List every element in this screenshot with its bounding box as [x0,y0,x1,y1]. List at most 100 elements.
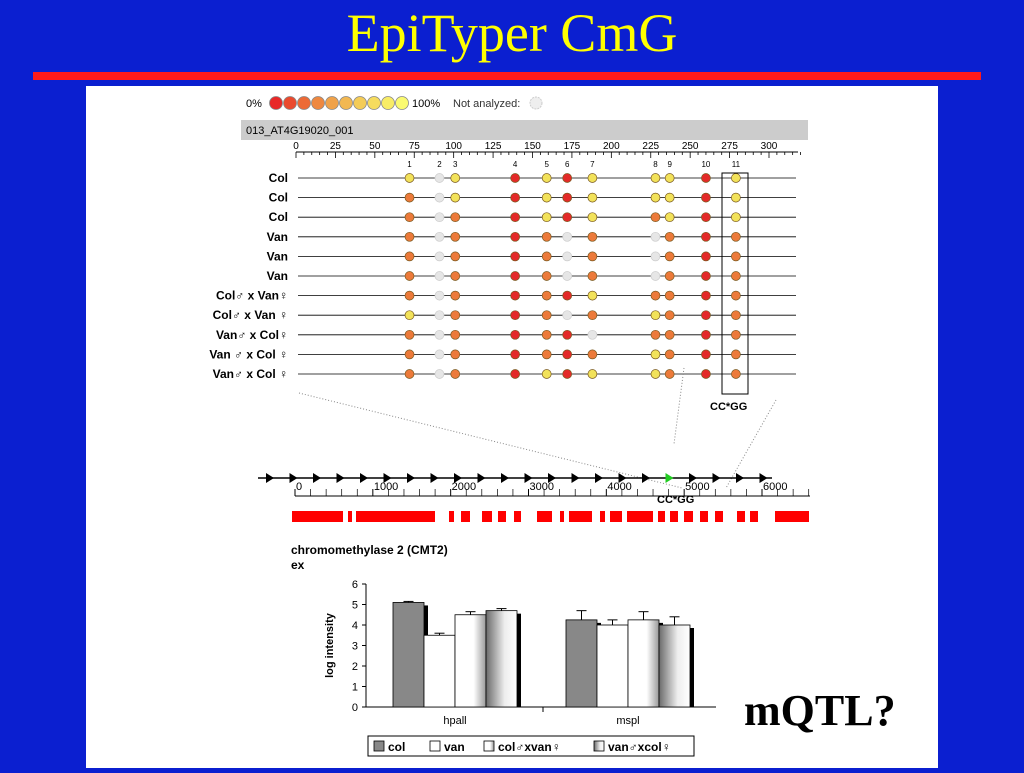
cpg-call [664,271,675,281]
cpg-label: 11 [732,160,741,169]
gene-tick-label: 2000 [452,481,476,493]
cpg-call [587,173,598,183]
legend-label: col [388,740,405,754]
cpg-call [650,349,661,360]
cpg-call [701,251,711,262]
cpg-call [510,212,521,223]
chart-y-label: log intensity [324,612,336,678]
cpg-call [650,290,661,301]
bar [392,602,425,708]
strand-arrow [407,473,415,483]
exon-block [569,511,592,522]
sample-label: Van [267,230,288,244]
cpg-call [541,310,552,321]
cpg-call [510,349,521,360]
scale-high-label: 100% [412,98,440,110]
cpg-call [434,369,445,379]
scale-swatches [269,96,409,110]
cpg-call [541,251,552,262]
cpg-call [404,173,415,183]
cpg-call [650,231,661,242]
bar-chart: 0 1 2 3 4 5 6 log intensity hpall mspl col van col♂x… [324,579,716,757]
strand-arrow [336,473,345,483]
cpg-call [450,271,461,281]
cpg-call [650,212,661,223]
scale-swatch [283,96,297,110]
strand-arrow [430,473,439,483]
cpg-call [731,173,741,183]
amplicon-tick-label: 125 [485,141,502,152]
exon-block [461,511,470,522]
cpg-call [450,329,461,340]
cpg-call [650,271,661,281]
cpg-call [731,192,741,203]
bar [596,624,629,708]
cpg-call [664,231,675,242]
chart-y-tick-label: 6 [352,579,358,591]
chart-legend: col van col♂xvan♀ van♂xcol♀ [367,735,695,757]
strand-arrow [313,473,321,483]
cpg-call [664,329,675,340]
cpg-call [510,173,521,183]
bar [485,610,518,708]
cpg-call [404,329,415,340]
cpg-call [404,271,415,281]
gene-arrows [258,473,772,483]
cpg-call [404,212,415,223]
amplicon-header [241,120,808,140]
cpg-call [701,310,711,321]
highlight-label: CC*GG [710,401,747,413]
legend-label: van♂xcol♀ [608,740,671,754]
cpg-call [587,231,598,242]
cpg-label: 4 [513,160,518,169]
strand-arrow [571,473,580,483]
gene-tick-label: 4000 [607,481,631,493]
cpg-call [664,290,675,301]
cpg-label: 2 [437,160,442,169]
sample-rows: Col Col Col Van Van Van Col♂ x Van♀ Col♂ x Van … [209,171,796,381]
cpg-call [404,231,415,242]
cpg-call [541,212,552,223]
strand-arrow [642,473,650,483]
cpg-call [434,212,445,223]
strand-arrow [454,473,462,483]
exon-block [348,511,352,522]
cpg-label: 1 [407,160,412,169]
amplicon-tick-label: 275 [721,141,738,152]
cpg-call [541,329,552,340]
cpg-call [541,290,552,301]
strand-arrow [266,473,274,483]
exon-block [684,511,693,522]
cpg-call [701,369,711,379]
strand-arrow [595,473,603,483]
cpg-call [587,369,598,379]
strand-arrow [665,473,674,483]
gene-tick-label: 0 [296,481,302,493]
strand-arrow [289,473,298,483]
cpg-call [434,329,445,340]
cpg-call [701,212,711,223]
legend-frame [367,735,695,757]
cpg-call [450,369,461,379]
cpg-call [664,251,675,262]
cpg-call [587,349,598,360]
cpg-label: 5 [544,160,549,169]
cpg-call [701,329,711,340]
cpg-call [450,290,461,301]
chart-y-tick-label: 4 [352,620,358,632]
bar [658,624,691,708]
cpg-call [664,349,675,360]
exon-block [700,511,708,522]
cpg-call [701,349,711,360]
cpg-call [562,310,573,321]
amplicon-tick-label: 200 [603,141,620,152]
cpg-call [450,349,461,360]
bar [454,614,487,708]
amplicon-tick-label: 175 [564,141,581,152]
amplicon-tick-label: 25 [330,141,342,152]
cpg-call [650,251,661,262]
cpg-call [434,231,445,242]
strand-arrow [548,473,556,483]
strand-arrow [736,473,744,483]
scale-swatch [381,96,395,110]
